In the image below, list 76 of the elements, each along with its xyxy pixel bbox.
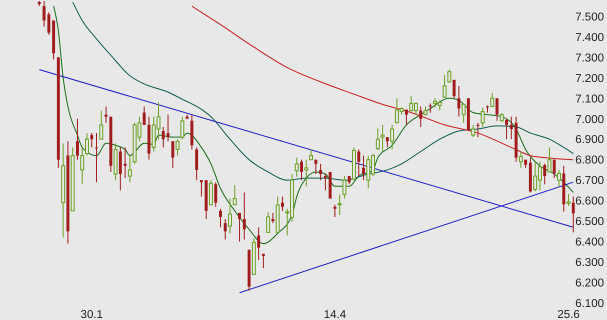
- y-tick-label: 6.600: [575, 196, 604, 208]
- x-tick-label: 30.1: [80, 309, 103, 320]
- candlestick: [171, 140, 174, 168]
- y-tick-label: 7.400: [575, 32, 604, 44]
- candlestick: [242, 192, 246, 240]
- y-tick-label: 6.200: [575, 278, 604, 290]
- candlestick: [333, 204, 336, 218]
- y-tick-label: 6.400: [575, 236, 604, 249]
- candlestick: [462, 102, 466, 124]
- candlestick: [238, 212, 242, 242]
- y-tick-label: 7.200: [575, 72, 604, 85]
- candlestick: [195, 146, 198, 181]
- candlestick: [480, 106, 485, 128]
- candlestick: [99, 110, 104, 140]
- candlestick: [142, 106, 146, 126]
- candlestick: [95, 132, 98, 183]
- candlestick: [257, 226, 260, 261]
- candlestick: [362, 155, 365, 181]
- candlestick: [80, 146, 84, 185]
- candlestick: [376, 128, 380, 151]
- candlestick: [300, 159, 304, 181]
- candlestick: [543, 163, 546, 185]
- y-tick-label: 6.900: [575, 134, 604, 146]
- candlestick: [572, 196, 575, 233]
- x-tick-label: 25.6: [557, 309, 580, 320]
- y-tick-label: 7.500: [575, 11, 604, 24]
- line-series: [53, 6, 574, 244]
- y-tick-label: 7.100: [575, 93, 604, 106]
- candlestick: [176, 138, 180, 156]
- y-tick-label: 6.300: [575, 257, 604, 270]
- candlestick: [280, 196, 284, 212]
- candlestick: [505, 118, 508, 140]
- candlestick: [566, 194, 571, 206]
- candlestick: [219, 208, 222, 228]
- y-tick-label: 7.000: [575, 114, 604, 126]
- candlestick: [471, 124, 476, 138]
- candlestick: [442, 74, 447, 98]
- candlestick: [104, 106, 108, 124]
- candlestick: [208, 180, 213, 206]
- candlestick: [386, 136, 389, 148]
- candlestick: [214, 182, 218, 208]
- candlestick: [342, 176, 346, 200]
- candlestick: [457, 85, 460, 118]
- candlestick: [447, 69, 452, 84]
- candlestick: [76, 118, 79, 160]
- candlestick: [380, 124, 385, 152]
- candlestick: [128, 155, 132, 183]
- candlestick: [232, 184, 237, 206]
- candlestick: [547, 146, 552, 173]
- candlestick: [476, 122, 480, 138]
- y-tick-label: 7.300: [575, 52, 604, 64]
- candlestick: [166, 114, 170, 142]
- candlestick: [390, 124, 394, 150]
- candlestick: [319, 163, 322, 181]
- candlestick: [518, 151, 523, 168]
- y-tick-label: 6.700: [575, 175, 604, 188]
- candlestick: [228, 198, 232, 234]
- y-tick-label: 6.500: [575, 216, 604, 228]
- candlestick: [557, 169, 561, 188]
- candlestick: [85, 132, 89, 156]
- candlestick: [404, 109, 408, 126]
- candlestick: [180, 116, 184, 140]
- x-tick-label: 14.4: [324, 309, 347, 320]
- candlestick: [338, 194, 342, 216]
- candlestick: [271, 212, 274, 224]
- candlestick: [309, 148, 314, 160]
- candlestick: [42, 0, 46, 28]
- candlestick: [496, 98, 498, 122]
- candlestick: [266, 212, 270, 233]
- candlestick: [262, 253, 265, 269]
- candlestick: [452, 79, 456, 99]
- y-tick-label: 6.100: [575, 298, 604, 310]
- candlestick: [314, 159, 318, 175]
- line-series: [191, 6, 574, 160]
- y-tick-label: 6.800: [575, 154, 604, 167]
- candlestick: [304, 159, 308, 187]
